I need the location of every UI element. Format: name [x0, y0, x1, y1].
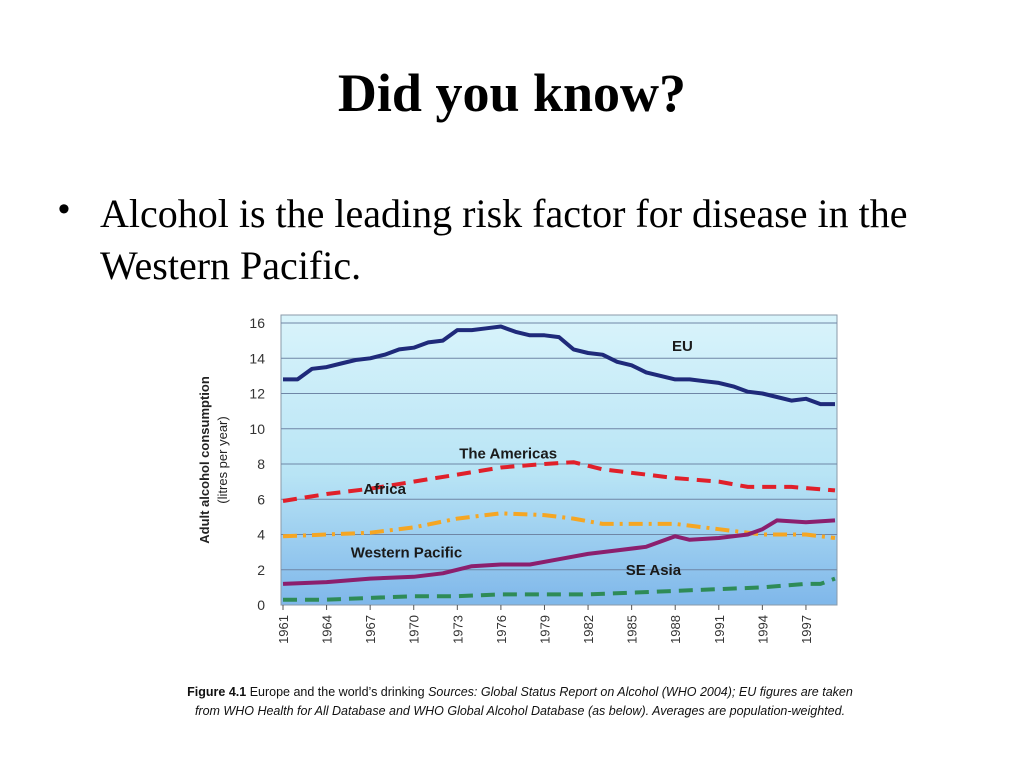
figure-caption: Figure 4.1 Europe and the world’s drinki…: [175, 683, 865, 721]
x-tick-label: 1970: [407, 615, 422, 644]
plot-area: [280, 314, 838, 606]
y-tick-label: 0: [257, 597, 265, 613]
y-tick-label: 6: [257, 491, 265, 507]
series-line-se-asia: [283, 576, 836, 602]
y-tick-label: 10: [249, 421, 265, 437]
x-tick-label: 1973: [450, 615, 465, 644]
x-tick-label: 1988: [668, 615, 683, 644]
caption-source: Sources: Global Status Report on Alcohol…: [194, 685, 853, 718]
y-tick-label: 2: [257, 562, 265, 578]
series-label: Western Pacific: [351, 544, 462, 561]
x-tick-label: 1967: [363, 615, 378, 644]
y-tick-label: 4: [257, 527, 265, 543]
bullet-marker: •: [58, 190, 70, 228]
line-chart: 0 2 4 6 8 10 12 14 16 1961 1964 1967 1970 1973 1976 197…: [197, 314, 838, 644]
y-tick-label: 8: [257, 456, 265, 472]
x-tick-label: 1985: [625, 615, 640, 644]
caption-text: Europe and the world’s drinking: [249, 685, 425, 699]
slide-title: Did you know?: [337, 63, 687, 123]
x-tick-label: 1982: [581, 615, 596, 644]
x-tick-label: 1979: [537, 615, 552, 644]
series-line-western-pacific: [282, 518, 836, 586]
bullet-text: Alcohol is the leading risk factor for d…: [100, 191, 908, 288]
series-label: SE Asia: [626, 562, 682, 579]
x-tick-label: 1976: [494, 615, 509, 644]
series-line-eu: [283, 324, 835, 407]
y-tick-label: 14: [249, 350, 265, 366]
caption-label: Figure 4.1: [187, 685, 247, 699]
series-label: Africa: [363, 481, 406, 498]
x-tick-label: 1994: [755, 615, 770, 644]
y-axis-label: Adult alcohol consumption: [197, 376, 212, 544]
y-tick-label: 12: [249, 386, 265, 402]
x-tick-label: 1991: [712, 615, 727, 644]
x-tick-label: 1961: [276, 615, 291, 644]
series-label: EU: [672, 338, 693, 355]
series-line-the-americas: [282, 460, 836, 503]
series-label: The Americas: [459, 446, 557, 463]
y-tick-label: 16: [249, 315, 265, 331]
x-tick-label: 1997: [799, 615, 814, 644]
x-tick-label: 1964: [320, 615, 335, 644]
y-axis-label-units: (litres per year): [215, 416, 230, 503]
